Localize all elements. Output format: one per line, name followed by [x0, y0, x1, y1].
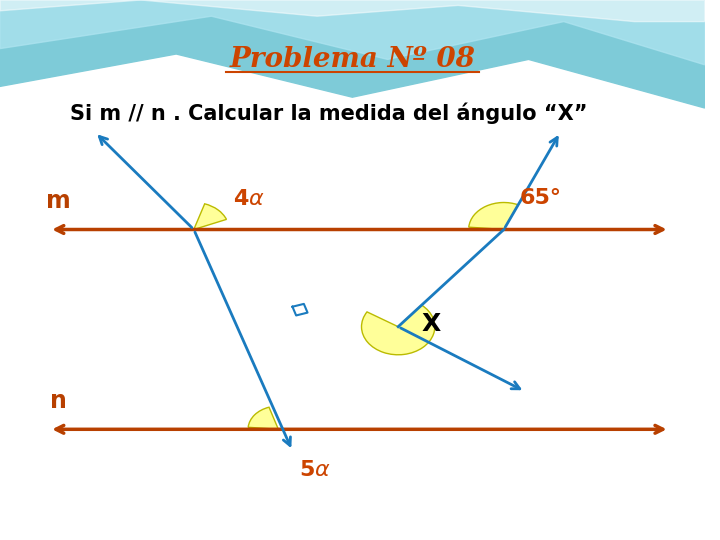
Text: 65°: 65°: [519, 188, 562, 208]
Text: m: m: [46, 190, 71, 213]
Polygon shape: [0, 0, 705, 22]
Polygon shape: [0, 0, 705, 108]
Text: n: n: [50, 389, 67, 413]
Text: 5$\alpha$: 5$\alpha$: [300, 460, 331, 480]
Text: X: X: [421, 312, 441, 336]
Wedge shape: [361, 305, 435, 355]
Text: Si m // n . Calcular la medida del ángulo “X”: Si m // n . Calcular la medida del ángul…: [71, 103, 588, 124]
Wedge shape: [194, 204, 227, 230]
Polygon shape: [0, 0, 705, 65]
Wedge shape: [469, 202, 518, 230]
Text: 4$\alpha$: 4$\alpha$: [233, 189, 264, 209]
Text: Problema Nº 08: Problema Nº 08: [230, 46, 475, 73]
Wedge shape: [248, 407, 279, 429]
